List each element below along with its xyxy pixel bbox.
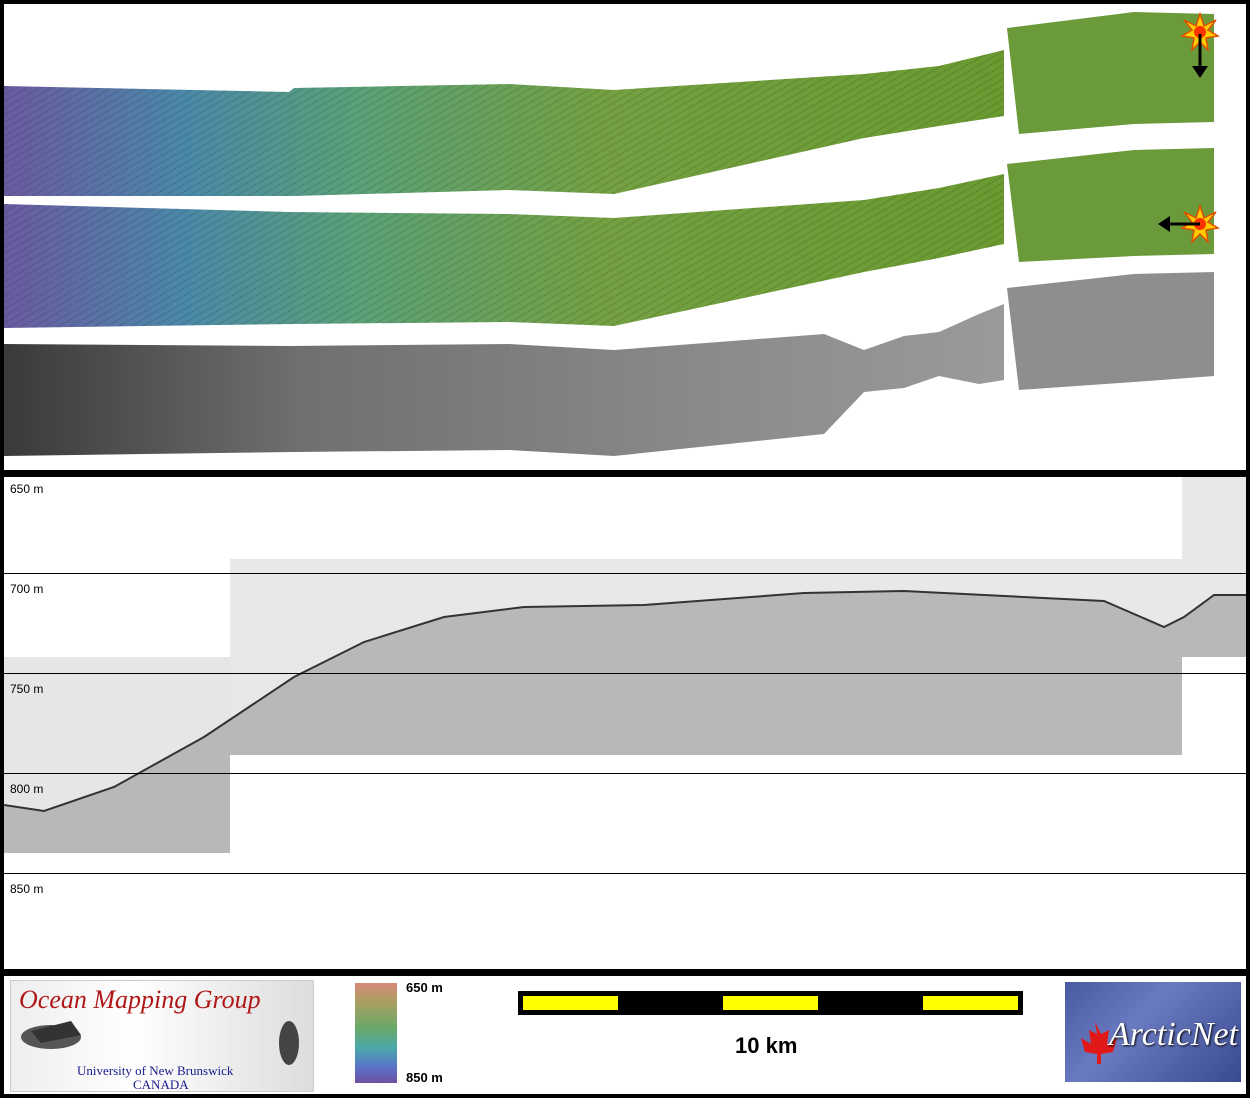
depth-label: 750 m xyxy=(10,682,44,696)
arrow-down-icon xyxy=(1192,34,1208,78)
depth-gridline xyxy=(4,573,1246,574)
seafloor-icon xyxy=(21,1021,299,1065)
colorbar-bottom-label: 850 m xyxy=(406,1070,443,1085)
depth-gridline xyxy=(4,673,1246,674)
backscatter-strip xyxy=(4,272,1214,456)
arcticnet-logo: ArcticNet xyxy=(1065,982,1241,1082)
bathymetry-strip-2 xyxy=(4,148,1214,328)
profile-image xyxy=(4,477,1246,853)
swath-strips xyxy=(4,11,1221,456)
bathymetry-strip-1 xyxy=(4,12,1214,196)
depth-label: 850 m xyxy=(10,882,44,896)
subbottom-profile-panel: 650 m 700 m 750 m 800 m 850 m xyxy=(4,477,1246,969)
depth-label: 700 m xyxy=(10,582,44,596)
scale-label: 10 km xyxy=(735,1033,798,1058)
colorbar-top-label: 650 m xyxy=(406,980,443,995)
depth-gridline xyxy=(4,873,1246,874)
arcticnet-logo-text: ArcticNet xyxy=(1109,1016,1239,1053)
omg-logo-country: CANADA xyxy=(133,1077,189,1092)
omg-logo-title: Ocean Mapping Group xyxy=(19,985,261,1014)
depth-label: 650 m xyxy=(10,482,44,496)
depth-colorbar xyxy=(355,983,397,1083)
arrow-left-icon xyxy=(1158,216,1200,232)
omg-logo-subtitle: University of New Brunswick xyxy=(77,1063,234,1078)
scale-bar xyxy=(518,991,1023,1015)
legend-footer: Ocean Mapping Group University of New Br… xyxy=(4,976,1246,1094)
maple-leaf-icon xyxy=(1081,1022,1117,1064)
scale-segment xyxy=(723,996,818,1010)
scale-segment xyxy=(523,996,618,1010)
depth-gridline xyxy=(4,773,1246,774)
ocean-mapping-group-logo: Ocean Mapping Group University of New Br… xyxy=(10,980,314,1092)
swath-map-panel xyxy=(4,4,1246,470)
depth-label: 800 m xyxy=(10,782,44,796)
scale-segment xyxy=(923,996,1018,1010)
